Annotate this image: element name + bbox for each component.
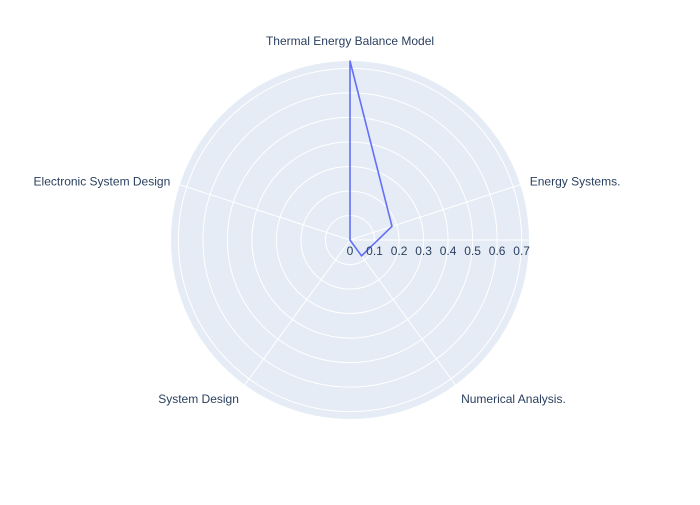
radial-tick-label: 0.7 (513, 244, 530, 258)
radial-tick-label: 0 (347, 244, 354, 258)
category-label: System Design (158, 392, 239, 406)
radial-tick-label: 0.3 (415, 244, 432, 258)
radial-tick-label: 0.6 (489, 244, 506, 258)
category-label: Numerical Analysis. (461, 392, 566, 406)
radial-tick-label: 0.1 (366, 244, 383, 258)
radial-tick-label: 0.4 (440, 244, 457, 258)
category-label: Thermal Energy Balance Model (266, 34, 434, 48)
radial-tick-label: 0.2 (391, 244, 408, 258)
category-label: Electronic System Design (34, 175, 171, 189)
category-label: Energy Systems. (530, 175, 621, 189)
radial-tick-label: 0.5 (464, 244, 481, 258)
